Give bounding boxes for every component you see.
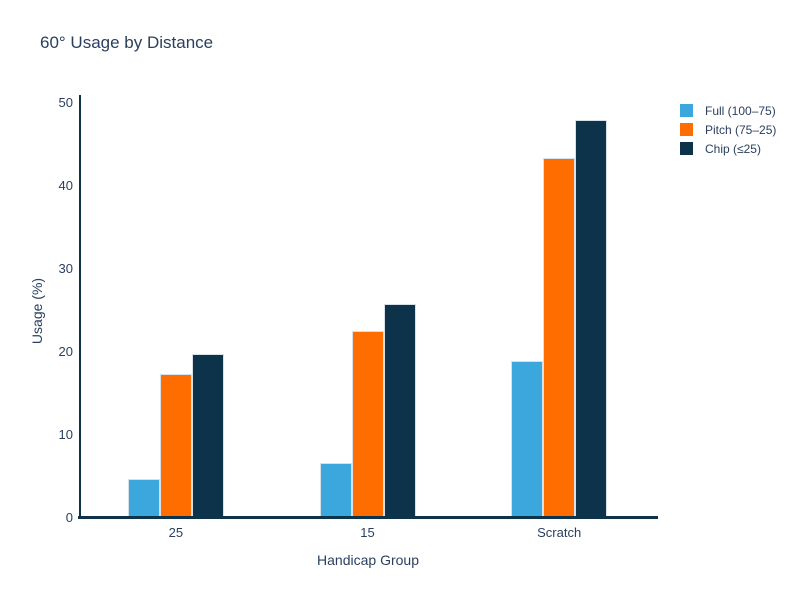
x-tick-label: 15 bbox=[360, 525, 375, 540]
legend-swatch-icon bbox=[680, 123, 693, 136]
y-tick-label: 40 bbox=[58, 178, 73, 193]
y-tick-label: 10 bbox=[58, 427, 73, 442]
x-axis-title: Handicap Group bbox=[317, 552, 419, 568]
legend-swatch-icon bbox=[680, 104, 693, 117]
y-tick-label: 20 bbox=[58, 344, 73, 359]
legend: Full (100–75) Pitch (75–25) Chip (≤25) bbox=[680, 101, 776, 158]
bar[interactable] bbox=[575, 120, 608, 518]
legend-item[interactable]: Pitch (75–25) bbox=[680, 120, 776, 139]
bar[interactable] bbox=[351, 331, 384, 518]
bar[interactable] bbox=[159, 374, 192, 518]
chart-title: 60° Usage by Distance bbox=[40, 33, 214, 52]
legend-item-label: Pitch (75–25) bbox=[705, 122, 777, 137]
bar[interactable] bbox=[127, 478, 160, 518]
bar[interactable] bbox=[383, 303, 416, 518]
bar[interactable] bbox=[191, 354, 224, 518]
bar[interactable] bbox=[543, 157, 576, 518]
y-tick-label: 30 bbox=[58, 261, 73, 276]
legend-item[interactable]: Chip (≤25) bbox=[680, 139, 776, 158]
y-axis-line bbox=[79, 95, 81, 519]
legend-item-label: Full (100–75) bbox=[705, 103, 776, 118]
x-tick-label: Scratch bbox=[537, 525, 582, 540]
x-axis-line bbox=[78, 516, 658, 519]
legend-item-label: Chip (≤25) bbox=[705, 141, 761, 156]
legend-item[interactable]: Full (100–75) bbox=[680, 101, 776, 120]
y-tick-label: 50 bbox=[58, 95, 73, 110]
legend-swatch-icon bbox=[680, 142, 693, 155]
x-tick-label: 25 bbox=[168, 525, 184, 540]
bar[interactable] bbox=[319, 463, 352, 518]
y-tick-label: 0 bbox=[65, 510, 73, 525]
bar[interactable] bbox=[511, 361, 544, 518]
